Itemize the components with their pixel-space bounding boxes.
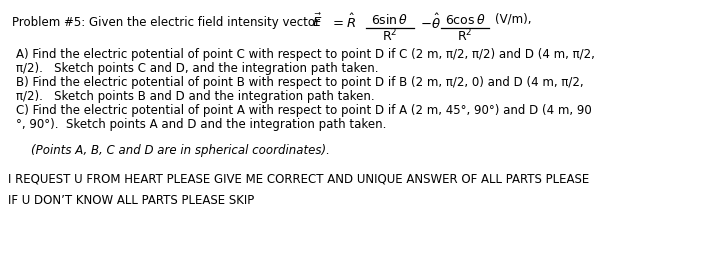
Text: $6\cos\theta$: $6\cos\theta$	[445, 13, 486, 27]
Text: π/2).   Sketch points C and D, and the integration path taken.: π/2). Sketch points C and D, and the int…	[16, 62, 379, 75]
Text: (V/m),: (V/m),	[495, 13, 531, 26]
Text: A) Find the electric potential of point C with respect to point D if C (2 m, π/2: A) Find the electric potential of point …	[16, 48, 595, 61]
Text: $\mathrm{R}^2$: $\mathrm{R}^2$	[382, 28, 398, 45]
Text: °, 90°).  Sketch points A and D and the integration path taken.: °, 90°). Sketch points A and D and the i…	[16, 118, 386, 131]
Text: (Points A, B, C and D are in spherical coordinates).: (Points A, B, C and D are in spherical c…	[16, 144, 330, 157]
Text: $-\hat{\theta}$: $-\hat{\theta}$	[420, 13, 441, 32]
Text: C) Find the electric potential of point A with respect to point D if A (2 m, 45°: C) Find the electric potential of point …	[16, 104, 592, 117]
Text: π/2).   Sketch points B and D and the integration path taken.: π/2). Sketch points B and D and the inte…	[16, 90, 374, 103]
Text: $= \hat{R}$: $= \hat{R}$	[330, 13, 356, 31]
Text: $6\sin\theta$: $6\sin\theta$	[371, 13, 409, 27]
Text: $\vec{E}$: $\vec{E}$	[312, 13, 322, 30]
Text: IF U DON’T KNOW ALL PARTS PLEASE SKIP: IF U DON’T KNOW ALL PARTS PLEASE SKIP	[8, 194, 255, 207]
Text: Problem #5: Given the electric field intensity vector: Problem #5: Given the electric field int…	[12, 16, 320, 29]
Text: $\mathrm{R}^2$: $\mathrm{R}^2$	[457, 28, 473, 45]
Text: B) Find the electric potential of point B with respect to point D if B (2 m, π/2: B) Find the electric potential of point …	[16, 76, 584, 89]
Text: I REQUEST U FROM HEART PLEASE GIVE ME CORRECT AND UNIQUE ANSWER OF ALL PARTS PLE: I REQUEST U FROM HEART PLEASE GIVE ME CO…	[8, 172, 589, 185]
